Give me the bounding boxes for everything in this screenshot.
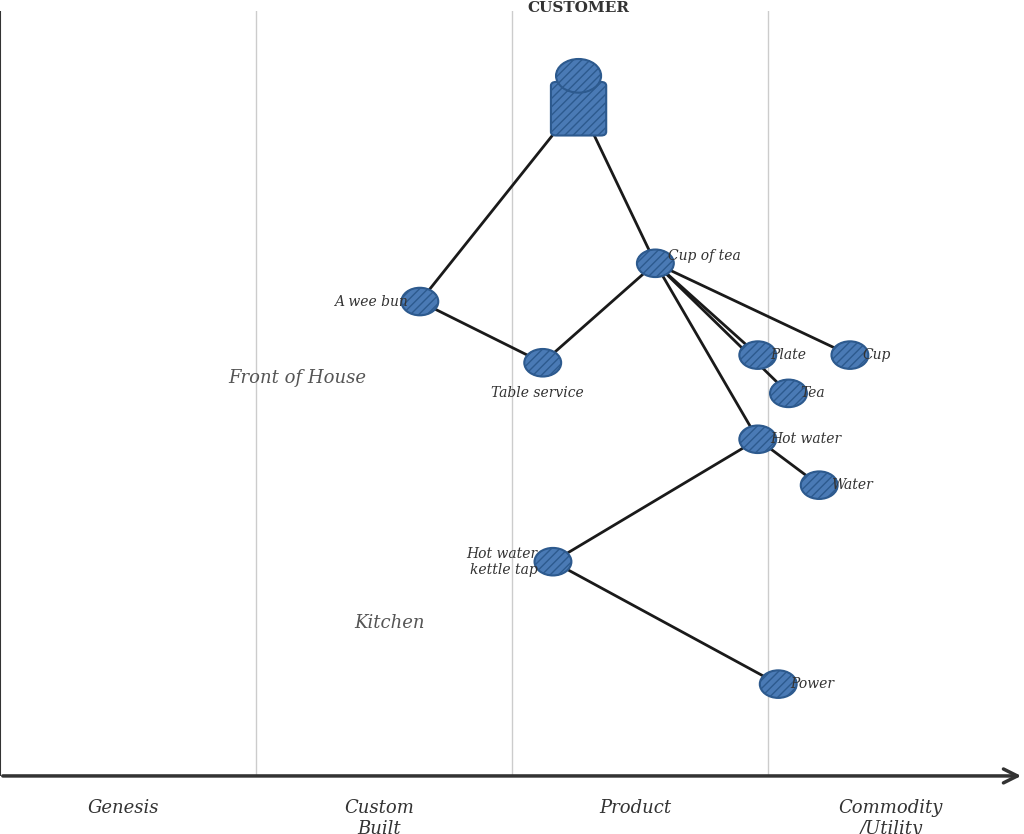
Text: Water: Water	[831, 478, 873, 492]
Text: Front of House: Front of House	[228, 369, 366, 387]
Circle shape	[739, 341, 776, 369]
Text: A wee bun: A wee bun	[334, 294, 408, 309]
Text: Kitchen: Kitchen	[354, 614, 424, 632]
Text: Power: Power	[791, 677, 835, 691]
Text: Genesis: Genesis	[87, 799, 159, 816]
Text: CUSTOMER: CUSTOMER	[527, 1, 630, 15]
Text: Commodity
/Utility: Commodity /Utility	[839, 799, 943, 834]
Circle shape	[401, 288, 438, 315]
Text: Hot water
kettle tap: Hot water kettle tap	[467, 546, 538, 577]
Circle shape	[801, 471, 838, 499]
Circle shape	[535, 548, 571, 575]
Text: Tea: Tea	[801, 386, 825, 400]
Text: Cup: Cup	[862, 348, 891, 362]
Circle shape	[760, 671, 797, 698]
Circle shape	[831, 341, 868, 369]
Text: Product: Product	[599, 799, 671, 816]
FancyBboxPatch shape	[551, 82, 606, 135]
Text: Custom
Built: Custom Built	[344, 799, 414, 834]
Circle shape	[556, 59, 601, 93]
Text: Cup of tea: Cup of tea	[668, 249, 740, 263]
Circle shape	[637, 249, 674, 277]
Text: Plate: Plate	[770, 348, 806, 362]
Text: Hot water: Hot water	[770, 432, 841, 446]
Text: Table service: Table service	[492, 386, 584, 400]
Circle shape	[524, 349, 561, 376]
Circle shape	[739, 425, 776, 453]
Circle shape	[770, 379, 807, 407]
